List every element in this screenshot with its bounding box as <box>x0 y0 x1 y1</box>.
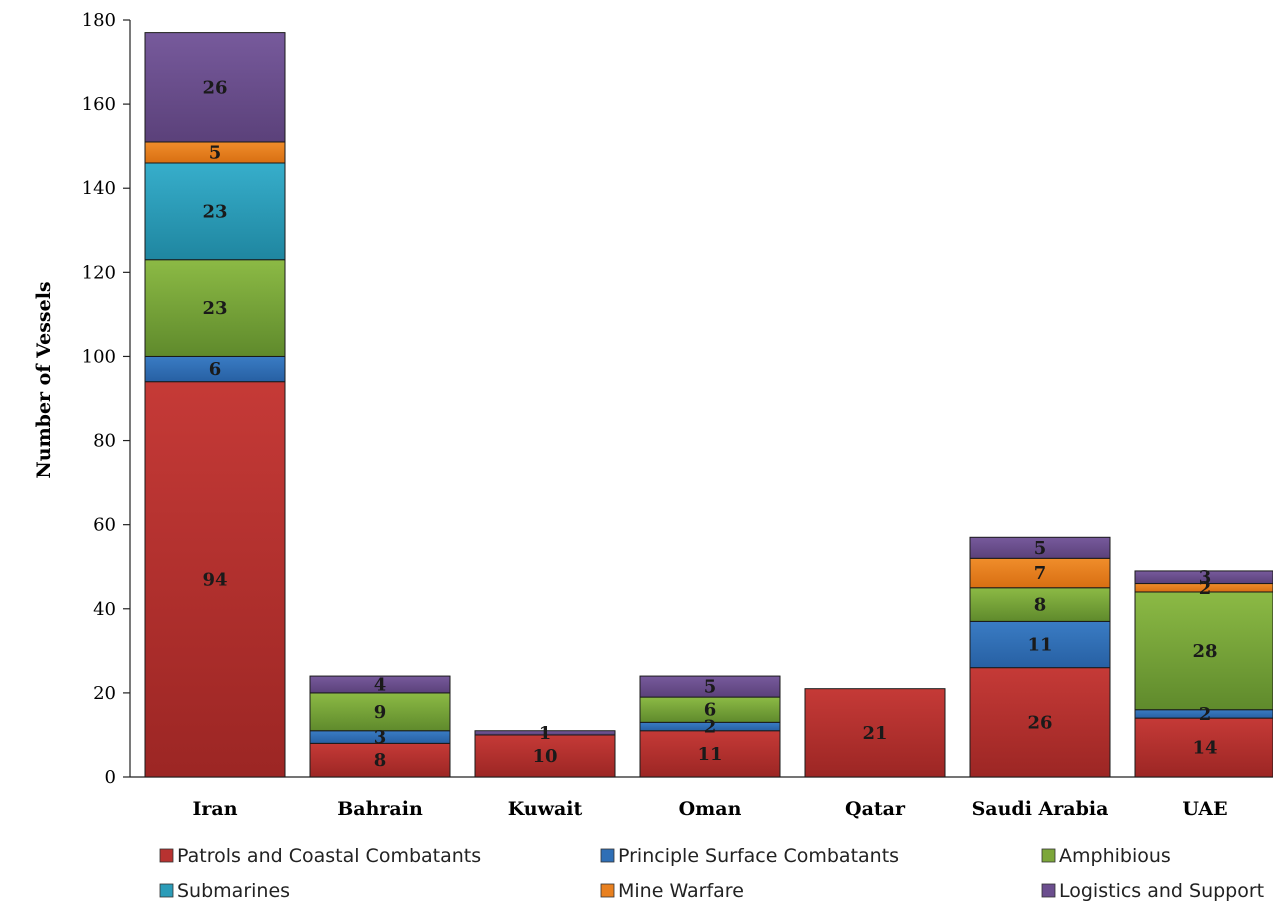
bar-segment <box>639 696 781 723</box>
data-label: 94 <box>202 569 227 590</box>
legend-swatch <box>1041 848 1056 863</box>
data-label: 2 <box>1199 578 1212 599</box>
y-tick-label: 80 <box>93 431 116 452</box>
bar-segment <box>309 692 451 732</box>
category-label: UAE <box>1182 798 1227 820</box>
legend-swatch <box>159 848 174 863</box>
bar-segment <box>144 162 286 261</box>
legend-swatch <box>600 883 615 898</box>
category-label: Kuwait <box>508 798 583 820</box>
bar-segment <box>474 734 616 778</box>
data-label: 2 <box>1199 704 1212 725</box>
y-axis-label: Number of Vessels <box>33 281 55 478</box>
bar-segment <box>969 536 1111 559</box>
data-label: 21 <box>862 723 887 744</box>
y-tick-label: 160 <box>82 94 116 115</box>
data-label: 23 <box>202 201 227 222</box>
data-label: 8 <box>374 750 387 771</box>
bar-segment <box>309 675 451 694</box>
legend-label: Logistics and Support <box>1059 880 1264 902</box>
bar-segment <box>144 32 286 143</box>
data-label: 5 <box>209 142 222 163</box>
data-label: 3 <box>1199 567 1212 588</box>
legend-label: Amphibious <box>1059 845 1171 867</box>
legend-label: Mine Warfare <box>618 880 744 902</box>
category-label: Oman <box>679 798 742 820</box>
data-label: 2 <box>704 717 717 738</box>
data-label: 26 <box>1027 712 1052 733</box>
bar-segment <box>639 675 781 698</box>
data-label: 6 <box>704 700 717 721</box>
data-label: 7 <box>1034 563 1047 584</box>
legend-label: Submarines <box>177 880 290 902</box>
data-label: 5 <box>1034 538 1047 559</box>
bar-segment <box>804 688 946 778</box>
y-tick-label: 0 <box>105 767 116 788</box>
bar-segment <box>969 667 1111 778</box>
category-labels: Iran Bahrain Kuwait Oman Qatar Saudi Arabia UA… <box>192 798 1227 820</box>
data-label: 26 <box>202 77 227 98</box>
y-tick-label: 40 <box>93 599 116 620</box>
data-label: 11 <box>1027 635 1052 656</box>
category-label: Iran <box>192 798 237 820</box>
bar-segment <box>1134 717 1273 778</box>
y-tick-label: 180 <box>82 10 116 31</box>
category-label: Saudi Arabia <box>972 798 1109 820</box>
bar-segment <box>969 620 1111 669</box>
bar-segment <box>144 381 286 778</box>
y-tick-label: 20 <box>93 683 116 704</box>
legend-swatch <box>159 883 174 898</box>
legend-label: Patrols and Coastal Combatants <box>177 845 481 867</box>
bar-segment <box>144 355 286 383</box>
data-label: 14 <box>1192 738 1217 759</box>
category-label: Bahrain <box>337 798 423 820</box>
y-tick-label: 120 <box>82 262 116 283</box>
data-label: 8 <box>1034 595 1047 616</box>
legend: Patrols and Coastal Combatants Principle … <box>159 845 1264 902</box>
bar-segment <box>639 730 781 778</box>
data-label: 4 <box>374 674 387 695</box>
data-label: 11 <box>697 744 722 765</box>
data-label: 23 <box>202 298 227 319</box>
data-label: 6 <box>209 359 222 380</box>
bar-segment <box>474 730 616 736</box>
bar-segment <box>1134 570 1273 585</box>
bar-segment <box>144 259 286 357</box>
data-label: 3 <box>374 727 387 748</box>
bars <box>144 32 1273 778</box>
data-label: 28 <box>1192 641 1217 662</box>
data-label: 10 <box>532 746 557 767</box>
data-label: 9 <box>374 702 387 723</box>
y-tick-label: 140 <box>82 178 116 199</box>
category-label: Qatar <box>845 798 906 820</box>
y-tick-label: 100 <box>82 346 116 367</box>
data-label: 5 <box>704 677 717 698</box>
legend-swatch <box>600 848 615 863</box>
y-tick-label: 60 <box>93 515 116 536</box>
data-label: 1 <box>539 723 552 744</box>
bar-segment <box>309 742 451 778</box>
legend-swatch <box>1041 883 1056 898</box>
axes: 0 20 40 60 80 100 120 140 160 180 <box>82 10 1273 788</box>
legend-label: Principle Surface Combatants <box>618 845 899 867</box>
bar-segment <box>969 557 1111 589</box>
